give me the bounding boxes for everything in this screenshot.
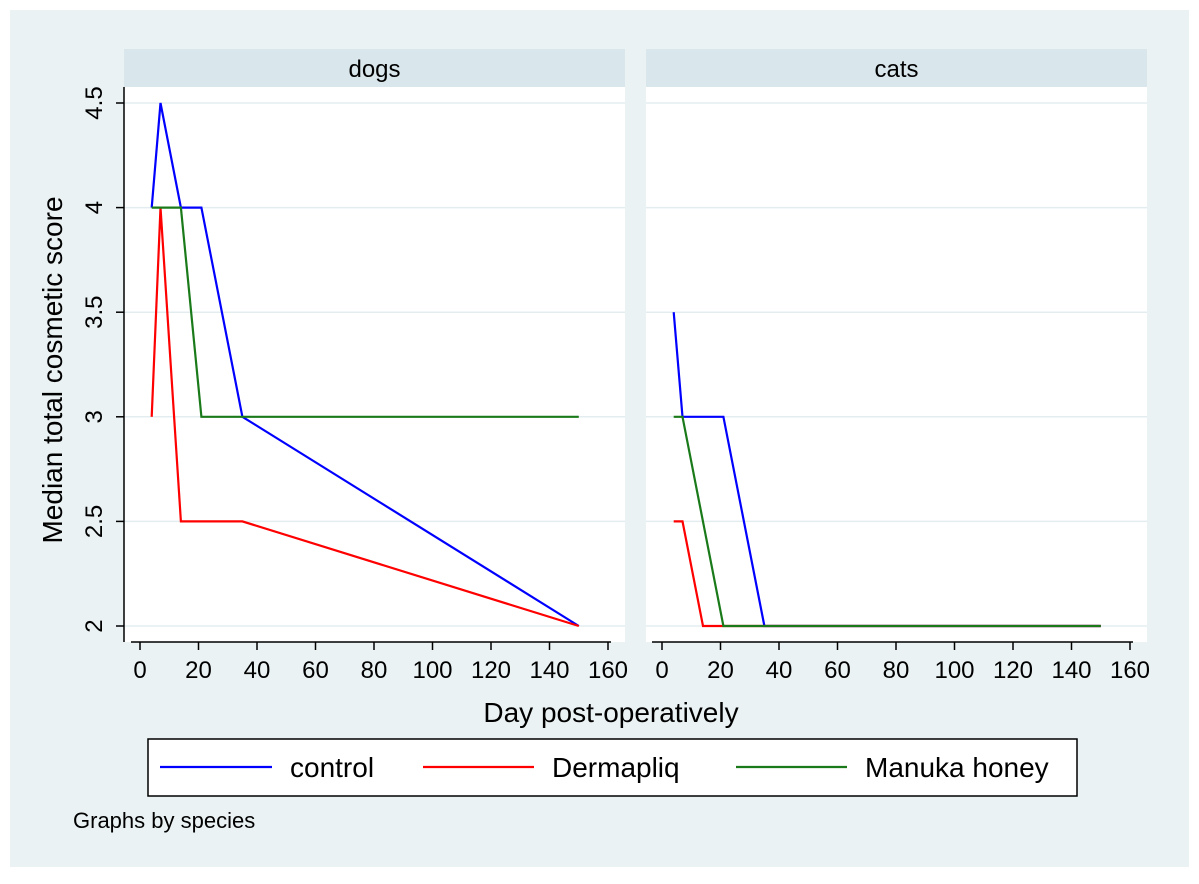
y-tick-label: 3.5 [81, 296, 108, 329]
x-tick-label: 0 [133, 657, 146, 684]
x-tick-label: 80 [361, 657, 388, 684]
x-tick-label: 40 [244, 657, 271, 684]
footnote: Graphs by species [73, 808, 255, 833]
x-tick-label: 40 [766, 657, 793, 684]
panel-title: dogs [348, 56, 400, 83]
series-line-manuka-honey [673, 415, 1101, 628]
legend-item-dermapliq: Dermapliq [423, 752, 680, 783]
x-tick-label: 100 [412, 657, 452, 684]
x-tick-label: 20 [185, 657, 212, 684]
x-tick-label: 60 [302, 657, 329, 684]
panel-strip [646, 49, 1147, 87]
series-line-manuka-honey [151, 206, 579, 418]
x-tick-label: 160 [1110, 657, 1150, 684]
x-tick-label: 80 [883, 657, 910, 684]
plot-area [124, 87, 625, 642]
legend-label: control [290, 752, 374, 783]
x-tick-label: 100 [934, 657, 974, 684]
legend-label: Dermapliq [552, 752, 680, 783]
x-tick-label: 120 [471, 657, 511, 684]
x-tick-label: 120 [993, 657, 1033, 684]
panel-cats: cats 0 20 40 60 80 100 120 140 160 [646, 49, 1150, 684]
y-axis-label: Median total cosmetic score [37, 196, 68, 543]
panel-title: cats [874, 56, 918, 83]
y-tick-label: 3 [81, 410, 108, 423]
series-line-control [150, 102, 580, 627]
x-tick-label: 20 [707, 657, 734, 684]
x-tick-label: 0 [655, 657, 668, 684]
series-line-dermapliq [150, 207, 580, 628]
plot-area [646, 87, 1147, 642]
x-tick-label: 140 [1051, 657, 1091, 684]
legend-item-manuka-honey: Manuka honey [736, 752, 1049, 783]
x-axis-label: Day post-operatively [483, 697, 738, 728]
x-tick-label: 60 [824, 657, 851, 684]
y-tick-label: 2.5 [81, 505, 108, 538]
panel-strip [124, 49, 625, 87]
y-tick-label: 2 [81, 619, 108, 632]
legend-item-control: control [160, 752, 374, 783]
legend-label: Manuka honey [865, 752, 1049, 783]
y-tick-label: 4.5 [81, 86, 108, 119]
panel-dogs: dogs 0 20 40 60 80 100 120 140 160 2 2.5 3 3.5 4 4.5 [81, 49, 628, 684]
legend-box [147, 738, 1078, 797]
x-tick-label: 140 [529, 657, 569, 684]
x-tick-label: 160 [588, 657, 628, 684]
y-tick-label: 4 [81, 201, 108, 214]
